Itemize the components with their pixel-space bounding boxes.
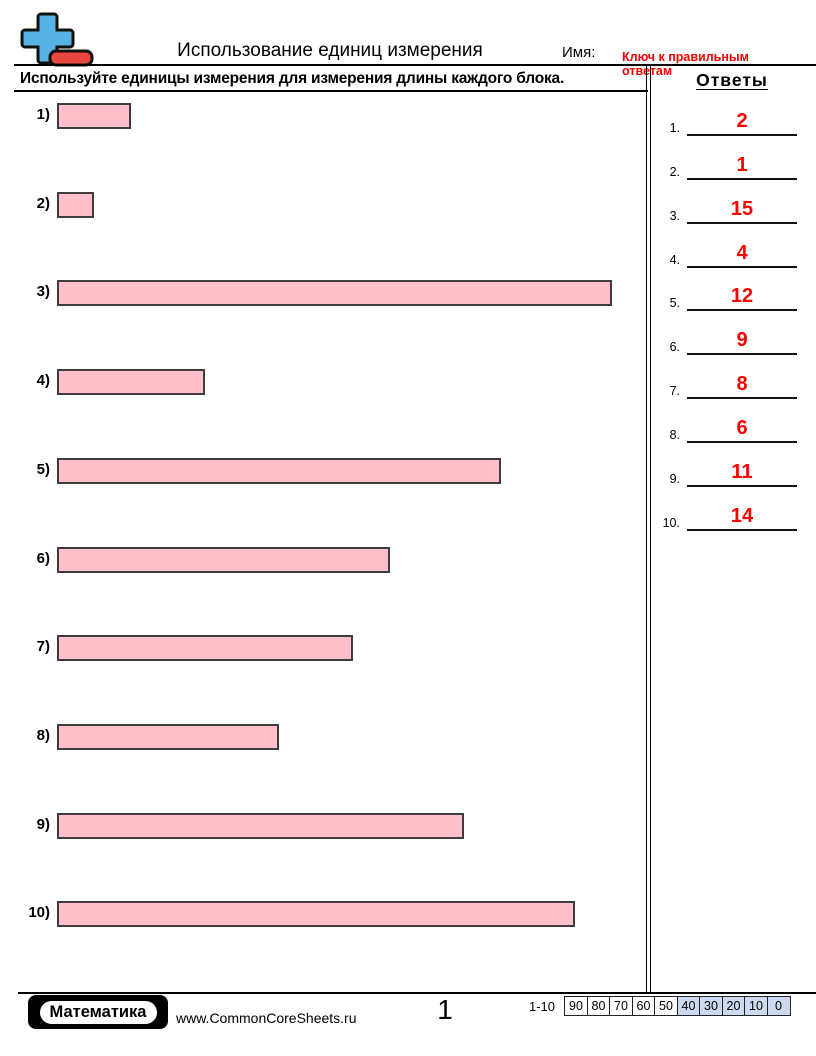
- answer-value: 12: [730, 285, 754, 308]
- answer-value: 4: [736, 241, 748, 264]
- score-cell: 30: [699, 996, 723, 1016]
- measurement-bar: [57, 457, 501, 484]
- measurement-bar: [57, 635, 353, 662]
- answer-row: 3. 15: [652, 186, 812, 224]
- answer-row: 1. 2: [652, 98, 812, 136]
- answer-blank-line: 15: [687, 198, 797, 224]
- answer-row: 7. 8: [652, 361, 812, 400]
- page-title: Использование единиц измерения: [177, 40, 483, 61]
- answer-row: 2. 1: [652, 142, 812, 180]
- name-label: Имя:: [562, 44, 596, 61]
- question-number-label: 6): [36, 549, 50, 567]
- score-cell: 70: [609, 996, 633, 1016]
- measurement-bar: [57, 191, 94, 218]
- answer-blank-line: 12: [687, 285, 797, 312]
- question-number-label: 2): [36, 194, 50, 212]
- answer-row: 9. 11: [652, 449, 812, 487]
- score-table: 90 80 70 60 50 40 30 20 10 0: [564, 996, 791, 1016]
- page-number: 1: [437, 994, 453, 1025]
- answer-blank-line: 14: [687, 505, 797, 531]
- answer-index-label: 10.: [662, 515, 680, 530]
- answer-index-label: 2.: [669, 164, 680, 179]
- answer-index-label: 7.: [669, 384, 680, 399]
- question-number-label: 4): [36, 372, 50, 390]
- score-cell: 40: [676, 996, 701, 1016]
- answers-title: Ответы: [696, 70, 768, 90]
- instruction-text: Используйте единицы измерения для измере…: [20, 70, 565, 87]
- answer-index-label: 9.: [669, 471, 680, 486]
- answer-value: 6: [736, 416, 748, 439]
- question-number-label: 5): [36, 460, 50, 478]
- answer-blank-line: 4: [687, 242, 797, 268]
- answer-blank-line: 9: [687, 329, 797, 356]
- answer-blank-line: 8: [687, 373, 797, 400]
- answer-row: 8. 6: [652, 405, 812, 443]
- measurement-bar: [57, 103, 131, 129]
- measurement-bar: [57, 812, 464, 839]
- question-number-label: 7): [36, 638, 50, 656]
- answer-row: 5. 12: [652, 273, 812, 312]
- answer-index-label: 5.: [669, 296, 680, 311]
- measurement-bar: [57, 901, 575, 928]
- answer-index-label: 3.: [669, 208, 680, 223]
- brand-badge-label: Математика: [37, 998, 159, 1026]
- instruction-underline: [14, 90, 648, 92]
- measurement-bar: [57, 546, 390, 573]
- answer-row: 4. 4: [652, 230, 812, 268]
- question-number-label: 10): [28, 904, 50, 922]
- question-number-label: 1): [36, 106, 50, 123]
- measurement-bar: [57, 369, 205, 396]
- score-cell: 60: [631, 996, 656, 1016]
- answer-row: 6. 9: [652, 317, 812, 356]
- score-cell: 80: [586, 996, 611, 1016]
- answers-column-divider: [646, 64, 651, 994]
- answer-value: 2: [736, 110, 748, 132]
- score-cell: 50: [654, 996, 678, 1016]
- answer-blank-line: 6: [687, 417, 797, 443]
- answer-row: 10. 14: [652, 493, 812, 531]
- score-range-label: 1-10: [529, 999, 556, 1014]
- answer-value: 15: [730, 197, 754, 220]
- answer-index-label: 8.: [669, 427, 680, 442]
- answer-key-label: Ключ к правильным ответам: [622, 50, 749, 78]
- answer-value: 8: [736, 373, 748, 396]
- measurement-bar: [57, 280, 612, 307]
- measurement-bar: [57, 723, 279, 750]
- question-number-label: 9): [36, 815, 50, 833]
- score-cell: 20: [721, 996, 746, 1016]
- brand-badge: Математика: [28, 995, 168, 1029]
- answer-blank-line: 2: [687, 110, 797, 136]
- footer-divider-line: [18, 992, 816, 994]
- score-cell: 0: [766, 996, 791, 1016]
- website-text: www.CommonCoreSheets.ru: [176, 1010, 357, 1026]
- question-number-label: 3): [36, 283, 50, 301]
- answer-index-label: 1.: [669, 121, 680, 135]
- score-cell: 10: [744, 996, 768, 1016]
- answer-blank-line: 11: [687, 461, 797, 487]
- answer-value: 1: [736, 153, 748, 176]
- score-cell: 90: [564, 996, 588, 1016]
- answer-value: 14: [730, 504, 754, 527]
- answer-value: 9: [736, 329, 748, 352]
- header-divider-line: [14, 64, 816, 66]
- answer-blank-line: 1: [687, 154, 797, 180]
- answer-index-label: 4.: [669, 252, 680, 267]
- answer-value: 11: [731, 460, 753, 483]
- answer-index-label: 6.: [669, 340, 680, 355]
- question-number-label: 8): [36, 726, 50, 744]
